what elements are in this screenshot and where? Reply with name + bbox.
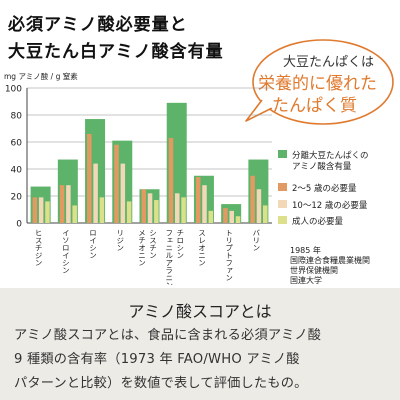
y-tick-label: 20 <box>11 193 23 203</box>
callout-line3: たんぱく質 <box>272 96 357 116</box>
amino-score-info-panel: アミノ酸スコアとは アミノ酸スコアとは、食品に含まれる必須アミノ酸 9 種類の含… <box>0 288 400 400</box>
bar-requirement <box>181 197 186 223</box>
source-line3: 世界保健機関 <box>290 266 338 275</box>
x-tick-label: フェニルアラニン <box>164 229 173 285</box>
source-line2: 国際連合食糧農業機関 <box>290 256 370 265</box>
info-line3: パターンと比較）を数値で表して評価したもの。 <box>14 376 308 391</box>
x-tick-label: リジン <box>116 229 125 252</box>
legend-swatch <box>278 200 287 208</box>
bar-requirement <box>72 205 77 223</box>
y-tick-label: 100 <box>5 85 22 95</box>
bar-requirement <box>256 189 262 223</box>
bar-requirement <box>93 163 98 223</box>
legend-swatch <box>278 216 287 224</box>
x-tick-label: メチオニン <box>138 229 147 267</box>
bar-requirement <box>195 177 201 223</box>
bar-requirement <box>235 216 241 223</box>
legend-label: 分離大豆たんぱくの <box>292 150 369 161</box>
y-axis-label: mg アミノ酸 / g 窒素 <box>4 71 78 81</box>
bar-requirement <box>99 197 105 223</box>
x-tick-label: ロイシン <box>89 229 98 259</box>
legend-label: アミノ酸含有量 <box>292 161 352 172</box>
bar-requirement <box>229 210 234 223</box>
bar-requirement <box>120 163 126 223</box>
info-line2: 9 種類の含有率（1973 年 FAO/WHO アミノ酸 <box>14 352 300 367</box>
x-tick-label: スレオニン <box>197 229 206 267</box>
page-title-line2: 大豆たん白アミノ酸含有量 <box>8 42 224 62</box>
legend-label: 10～12 歳の必要量 <box>292 200 368 211</box>
bar-requirement <box>168 137 174 223</box>
bar-requirement <box>141 189 146 223</box>
bar-requirement <box>38 197 44 223</box>
bar-requirement <box>208 210 214 223</box>
bar-requirement <box>250 175 255 223</box>
page-title-line1: 必須アミノ酸必要量と <box>8 15 188 35</box>
legend-swatch <box>278 183 287 191</box>
callout-line1: 大豆たんぱくは <box>283 55 375 70</box>
bar-requirement <box>175 193 180 223</box>
bar-requirement <box>45 201 50 223</box>
source-line4: 国連大学 <box>290 276 322 285</box>
bar-requirement <box>202 185 207 223</box>
amino-acid-bar-chart: mg アミノ酸 / g 窒素 0 20 40 60 80 100 ヒスチジン イソロイシン ロイシ… <box>4 71 369 285</box>
data-source: 1985 年 国際連合食糧農業機関 世界保健機関 国連大学 <box>290 246 370 286</box>
x-tick-label: トリプトファン <box>224 229 233 282</box>
bar-requirement <box>154 200 159 223</box>
x-tick-label: ヒスチジン <box>34 229 43 267</box>
info-title: アミノ酸スコアとは <box>128 302 272 321</box>
info-line1: アミノ酸スコアとは、食品に含まれる必須アミノ酸 <box>14 328 322 343</box>
bar-requirement <box>114 144 119 223</box>
source-line1: 1985 年 <box>290 246 321 255</box>
x-tick-label: バリン <box>252 229 261 252</box>
legend-swatch <box>278 150 287 158</box>
legend-label: 2～5 歳の必要量 <box>292 183 357 194</box>
bar-requirement <box>147 193 153 223</box>
bar-requirement <box>32 197 38 223</box>
x-tick-label: シスチン <box>149 229 158 259</box>
y-tick-label: 80 <box>11 112 23 122</box>
y-tick-label: 60 <box>11 139 23 149</box>
callout-line2: 栄養的に優れた <box>258 74 377 94</box>
bar-requirement <box>66 185 71 223</box>
x-tick-label: イソロイシン <box>61 229 70 274</box>
y-tick-label: 0 <box>16 220 22 230</box>
callout-bubble <box>245 39 394 125</box>
bar-requirement <box>87 133 92 223</box>
bar-requirement <box>223 208 228 223</box>
y-tick-label: 40 <box>11 166 23 176</box>
bar-requirement <box>59 185 65 223</box>
x-tick-label: チロシン <box>176 229 185 259</box>
bar-requirement <box>126 201 132 223</box>
bar-requirement <box>262 205 268 223</box>
legend-label: 成人の必要量 <box>292 216 344 227</box>
